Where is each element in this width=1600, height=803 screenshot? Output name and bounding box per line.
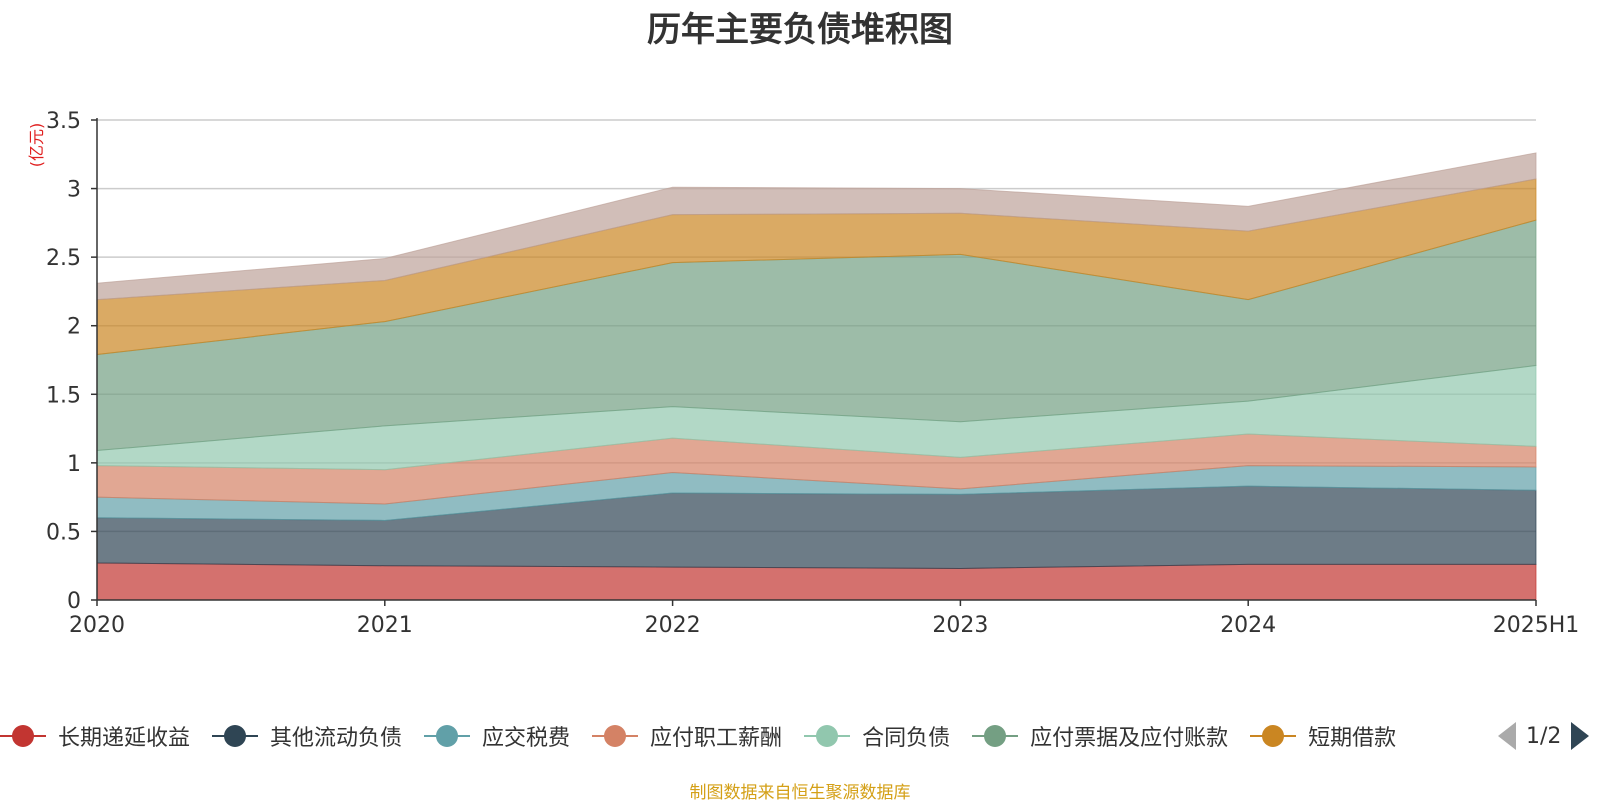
legend-page-indicator: 1/2 [1526, 723, 1562, 749]
legend-marker-icon [212, 724, 259, 748]
legend-label: 其他流动负债 [270, 726, 403, 751]
x-tick-label: 2025H1 [1493, 613, 1580, 638]
legend-label: 应交税费 [482, 726, 571, 751]
legend-item[interactable]: 应付职工薪酬 [592, 720, 782, 752]
legend-pager: 1/2 [1498, 718, 1590, 754]
legend-marker-icon [592, 724, 639, 748]
legend-item[interactable]: 应付票据及应付账款 [972, 720, 1228, 752]
x-tick-label: 2023 [932, 613, 988, 638]
legend-label: 应付票据及应付账款 [1030, 726, 1229, 751]
legend-marker-icon [804, 724, 851, 748]
legend-marker-icon [972, 724, 1019, 748]
chart-title: 历年主要负债堆积图 [647, 10, 953, 50]
legend-label: 合同负债 [862, 726, 951, 751]
area-series-7[interactable] [96, 152, 1537, 301]
legend-label: 应付职工薪酬 [650, 726, 783, 751]
legend-next-page-button[interactable] [1571, 722, 1590, 750]
legend-marker-icon [1250, 724, 1297, 748]
legend-item[interactable]: 短期借款 [1250, 720, 1396, 752]
y-tick-label: 2 [67, 315, 81, 340]
y-tick-label: 3.5 [46, 109, 81, 134]
y-tick-label: 1.5 [46, 383, 81, 408]
y-tick-label: 2.5 [46, 246, 81, 271]
legend-item[interactable]: 合同负债 [804, 720, 950, 752]
y-tick-label: 3 [67, 178, 81, 203]
x-tick-label: 2021 [357, 613, 413, 638]
legend-label: 长期递延收益 [58, 726, 191, 751]
y-axis-unit-label: (亿元) [27, 123, 46, 168]
legend-item[interactable]: 应交税费 [424, 720, 570, 752]
area-layer [96, 152, 1537, 601]
y-tick-label: 0 [67, 589, 81, 614]
legend-item[interactable]: 其他流动负债 [212, 720, 402, 752]
legend-item[interactable]: 长期递延收益 [0, 720, 190, 752]
axis-layer: 0 0.5 1 1.5 2 2.5 3 3.5 2020 2021 2022 2023 2024 2025… [46, 109, 1579, 638]
source-note: 制图数据来自恒生聚源数据库 [689, 783, 911, 803]
legend: 长期递延收益 其他流动负债 应交税费 应付职工薪酬 合同负债 应付票据及应付账款 短期借款 [0, 718, 1418, 754]
chart-plot: 0 0.5 1 1.5 2 2.5 3 3.5 2020 2021 2022 2023 2024 2025… [27, 109, 1579, 638]
x-tick-label: 2024 [1220, 613, 1276, 638]
legend-marker-icon [424, 724, 471, 748]
y-tick-label: 0.5 [46, 520, 81, 545]
legend-marker-icon [0, 724, 46, 748]
legend-label: 短期借款 [1308, 726, 1397, 751]
area-series-0[interactable] [96, 562, 1537, 601]
x-tick-label: 2022 [645, 613, 701, 638]
x-tick-label: 2020 [69, 613, 125, 638]
legend-prev-page-button[interactable] [1498, 722, 1516, 750]
y-tick-label: 1 [67, 452, 81, 477]
